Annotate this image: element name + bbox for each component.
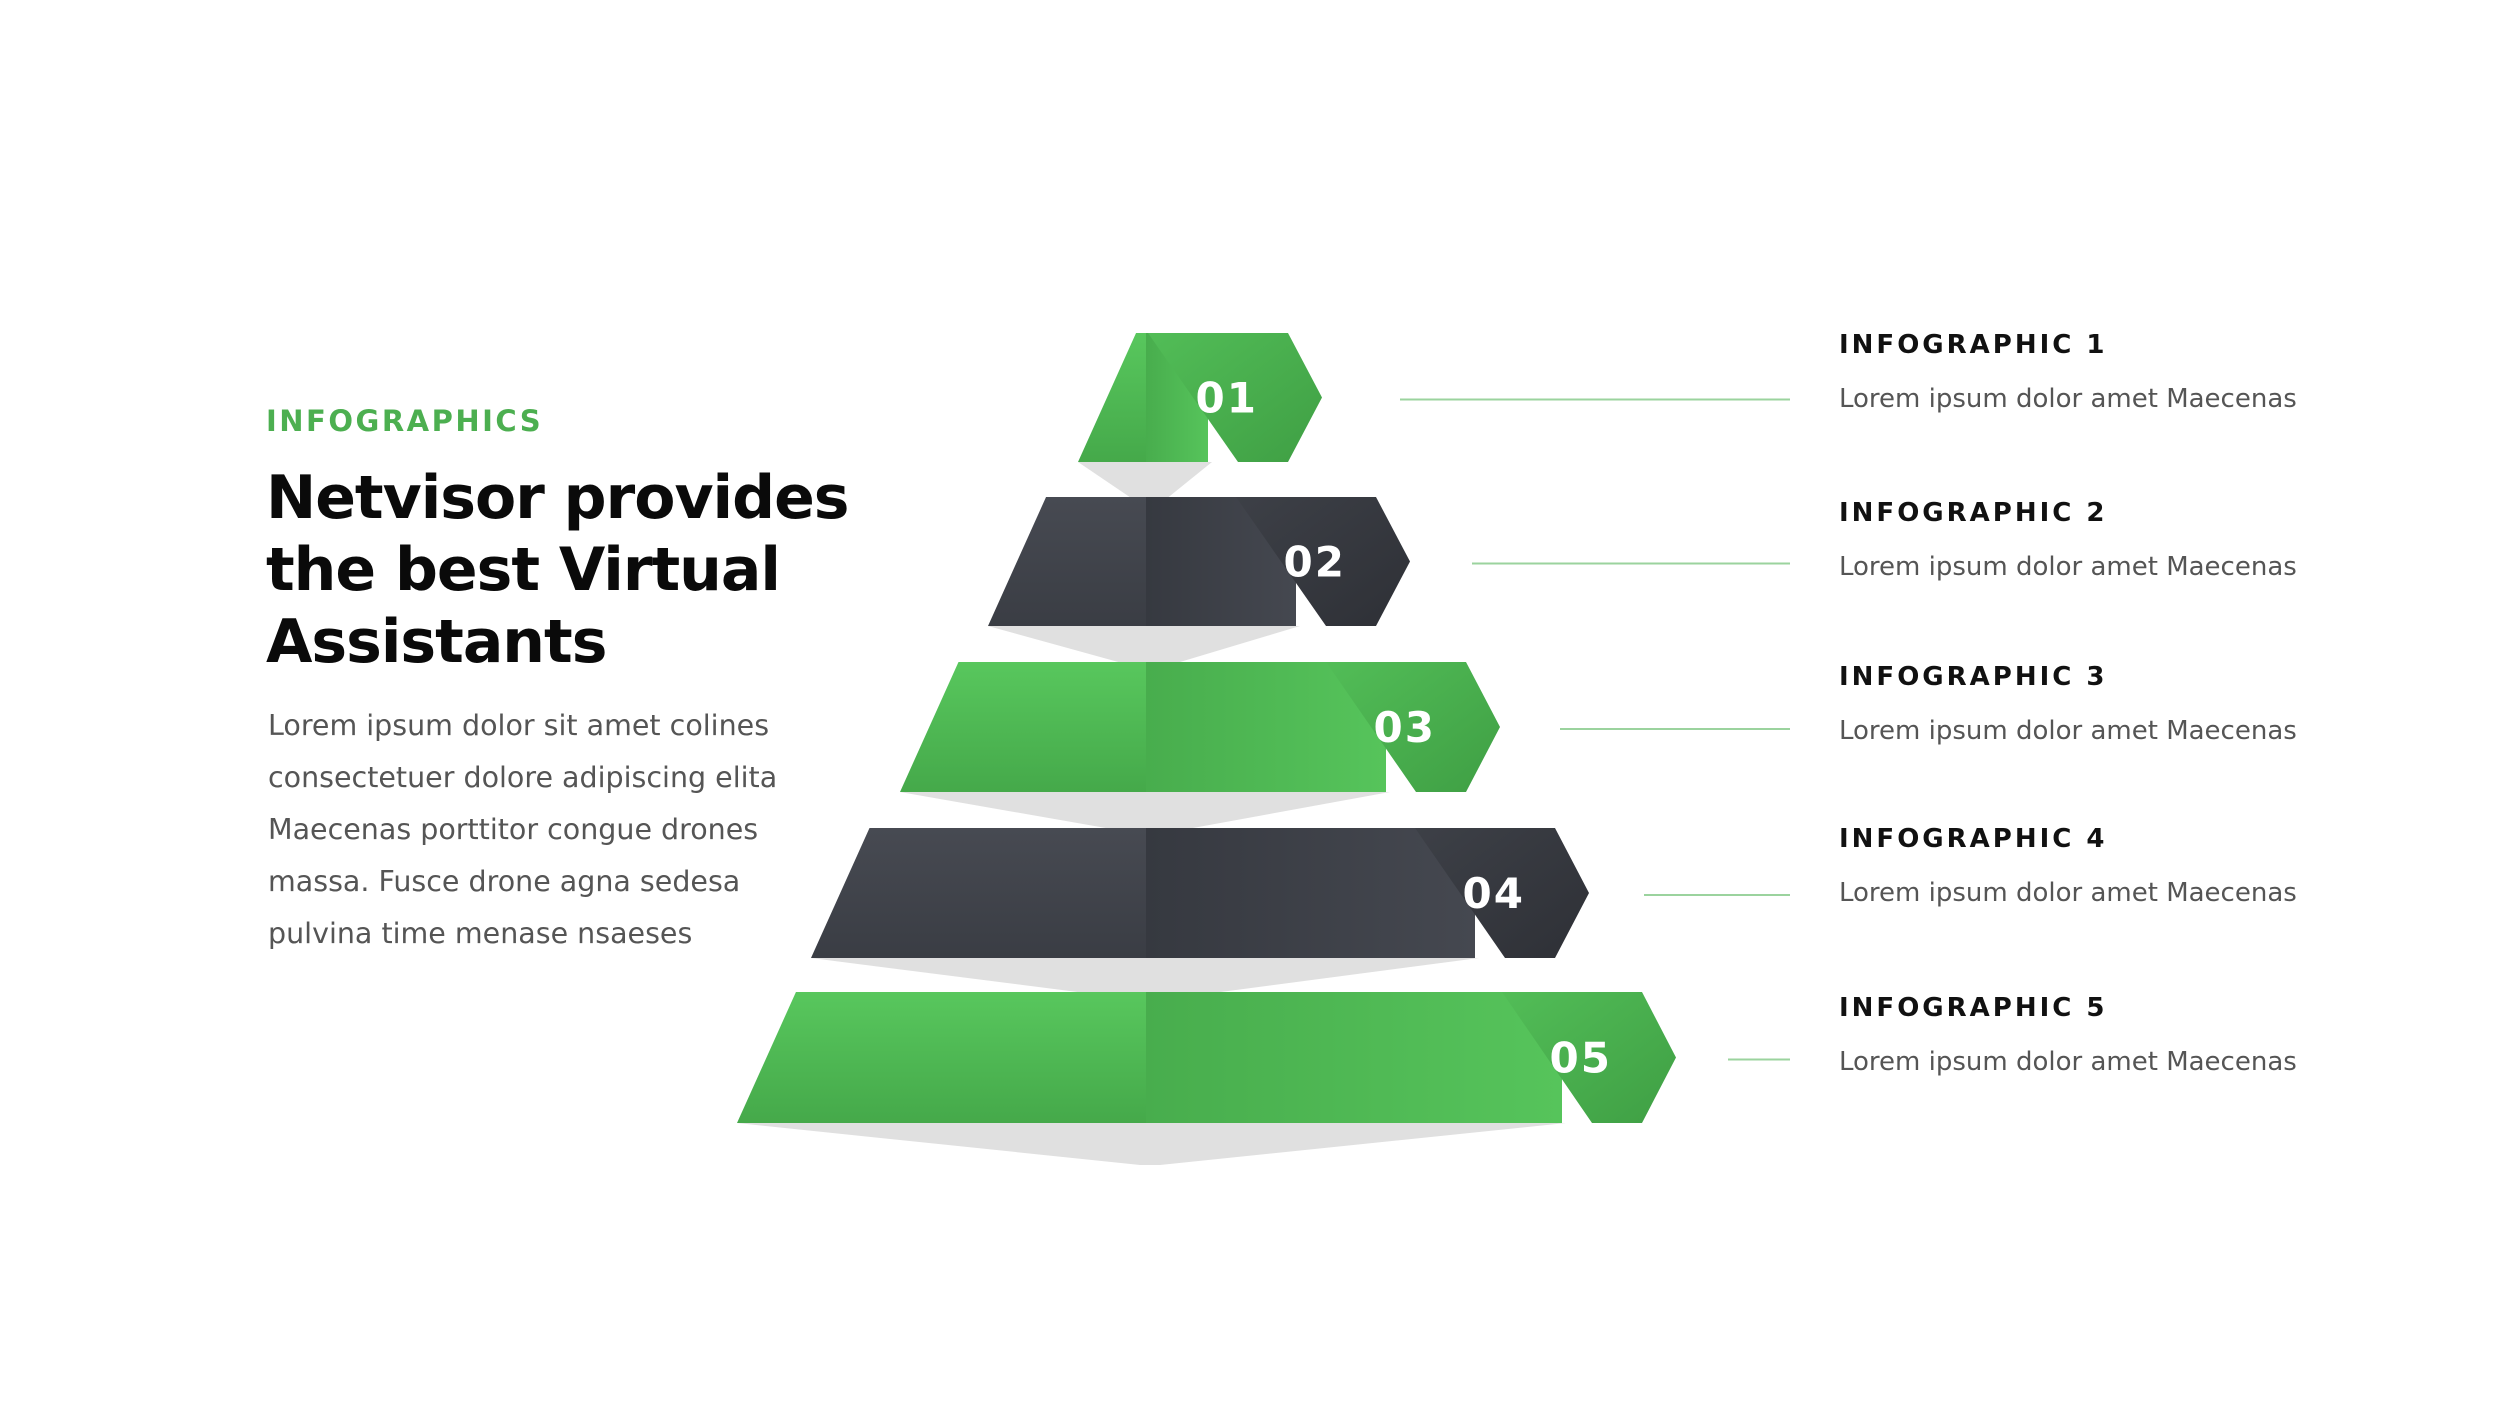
infographic-item-1: INFOGRAPHIC 1 Lorem ipsum dolor amet Maec… — [1839, 330, 2479, 414]
level-left-face — [988, 497, 1146, 626]
level-shadow — [988, 626, 1300, 668]
item-title: INFOGRAPHIC 3 — [1839, 662, 2108, 692]
level-right-face — [1146, 828, 1475, 958]
level-number: 04 — [1463, 869, 1525, 918]
level-shadow — [900, 792, 1390, 834]
pyramid-level-02: 02 — [988, 497, 1790, 668]
level-left-face — [1078, 333, 1146, 462]
level-shadow — [1078, 462, 1212, 504]
infographic-item-3: INFOGRAPHIC 3 Lorem ipsum dolor amet Maec… — [1839, 662, 2479, 746]
item-title: INFOGRAPHIC 2 — [1839, 498, 2108, 528]
page-title: Netvisor provides the best Virtual Assis… — [266, 463, 849, 677]
level-arrow-tip — [1415, 828, 1589, 958]
section-eyebrow: INFOGRAPHICS — [266, 404, 544, 438]
level-number: 03 — [1374, 703, 1436, 752]
pyramid-level-03: 03 — [900, 662, 1790, 834]
level-left-face — [900, 662, 1146, 792]
pyramid-level-04: 04 — [811, 828, 1790, 1000]
item-text: Lorem ipsum dolor amet Maecenas — [1839, 384, 2297, 414]
level-right-face — [1146, 992, 1562, 1123]
item-title: INFOGRAPHIC 1 — [1839, 330, 2108, 360]
level-left-face — [737, 992, 1146, 1123]
intro-block: INFOGRAPHICS Netvisor provides the best … — [266, 404, 886, 960]
pyramid-level-05: 05 — [737, 992, 1790, 1165]
item-title: INFOGRAPHIC 5 — [1839, 993, 2108, 1023]
item-text: Lorem ipsum dolor amet Maecenas — [1839, 878, 2297, 908]
infographic-item-5: INFOGRAPHIC 5 Lorem ipsum dolor amet Maec… — [1839, 993, 2479, 1077]
level-number: 01 — [1196, 374, 1258, 423]
infographic-item-4: INFOGRAPHIC 4 Lorem ipsum dolor amet Maec… — [1839, 824, 2479, 908]
level-arrow-tip — [1502, 992, 1676, 1123]
infographic-item-2: INFOGRAPHIC 2 Lorem ipsum dolor amet Maec… — [1839, 498, 2479, 582]
level-left-face — [811, 828, 1146, 958]
level-number: 02 — [1284, 538, 1346, 587]
level-number: 05 — [1550, 1034, 1612, 1083]
level-right-face — [1146, 662, 1386, 792]
item-text: Lorem ipsum dolor amet Maecenas — [1839, 1047, 2297, 1077]
level-arrow-tip — [1148, 333, 1322, 462]
item-text: Lorem ipsum dolor amet Maecenas — [1839, 716, 2297, 746]
item-title: INFOGRAPHIC 4 — [1839, 824, 2108, 854]
level-arrow-tip — [1236, 497, 1410, 626]
pyramid-level-01: 01 — [1078, 333, 1790, 504]
intro-description: Lorem ipsum dolor sit amet colines conse… — [268, 709, 778, 950]
level-arrow-tip — [1326, 662, 1500, 792]
item-text: Lorem ipsum dolor amet Maecenas — [1839, 552, 2297, 582]
level-shadow — [811, 958, 1479, 1000]
level-shadow — [737, 1123, 1566, 1165]
